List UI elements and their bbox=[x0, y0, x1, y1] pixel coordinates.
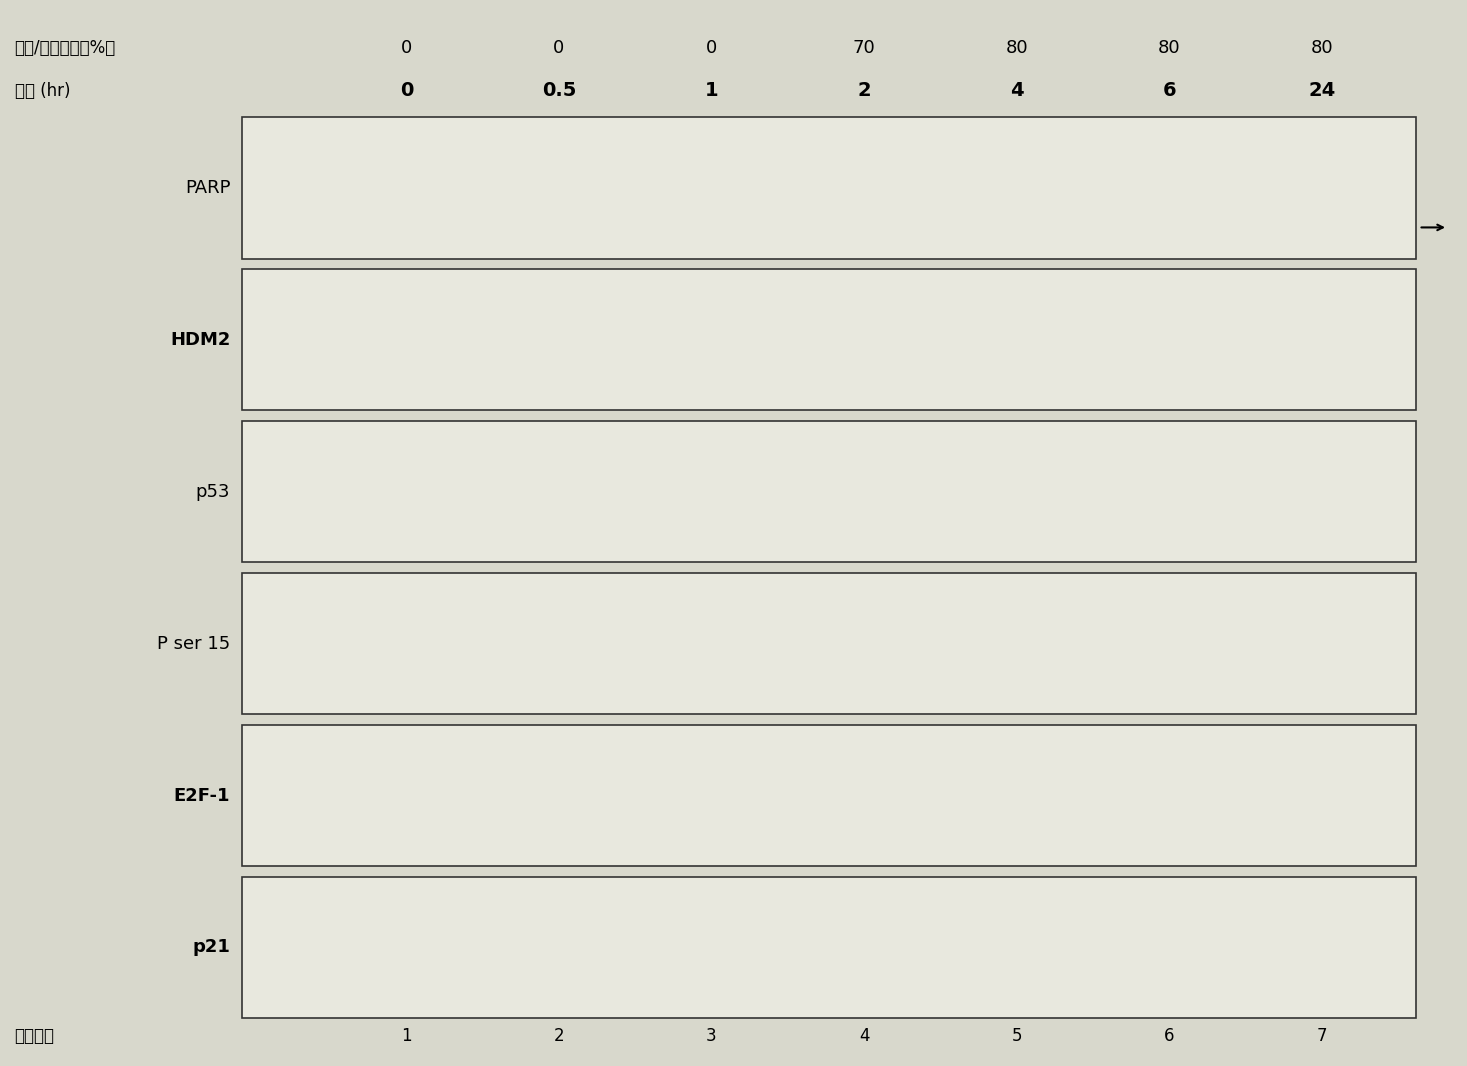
Text: 0: 0 bbox=[706, 39, 717, 56]
Text: p53: p53 bbox=[195, 483, 230, 501]
Text: HDM2: HDM2 bbox=[170, 330, 230, 349]
Text: 0: 0 bbox=[400, 39, 412, 56]
Text: 7: 7 bbox=[1316, 1028, 1328, 1045]
Text: p21: p21 bbox=[192, 938, 230, 956]
Text: 2: 2 bbox=[857, 81, 871, 100]
Text: 4: 4 bbox=[858, 1028, 870, 1045]
Text: 0: 0 bbox=[553, 39, 565, 56]
Text: PARP: PARP bbox=[185, 179, 230, 197]
Text: 70: 70 bbox=[852, 39, 876, 56]
Text: 80: 80 bbox=[1157, 39, 1181, 56]
Text: 80: 80 bbox=[1310, 39, 1334, 56]
Text: 3: 3 bbox=[706, 1028, 717, 1045]
Text: 5: 5 bbox=[1011, 1028, 1022, 1045]
Text: 2: 2 bbox=[553, 1028, 565, 1045]
Text: 电泳泳道: 电泳泳道 bbox=[15, 1028, 54, 1045]
Text: P ser 15: P ser 15 bbox=[157, 634, 230, 652]
Text: 4: 4 bbox=[1009, 81, 1024, 100]
Text: 时间 (hr): 时间 (hr) bbox=[15, 82, 70, 99]
Text: 80: 80 bbox=[1005, 39, 1028, 56]
Text: 1: 1 bbox=[400, 1028, 412, 1045]
Text: 0.5: 0.5 bbox=[541, 81, 577, 100]
Text: E2F-1: E2F-1 bbox=[173, 787, 230, 805]
Text: 24: 24 bbox=[1309, 81, 1335, 100]
Text: 6: 6 bbox=[1162, 81, 1177, 100]
Text: 1: 1 bbox=[704, 81, 719, 100]
Text: 圆形/迁移细胞（%）: 圆形/迁移细胞（%） bbox=[15, 39, 116, 56]
Text: 0: 0 bbox=[399, 81, 414, 100]
Text: 6: 6 bbox=[1163, 1028, 1175, 1045]
